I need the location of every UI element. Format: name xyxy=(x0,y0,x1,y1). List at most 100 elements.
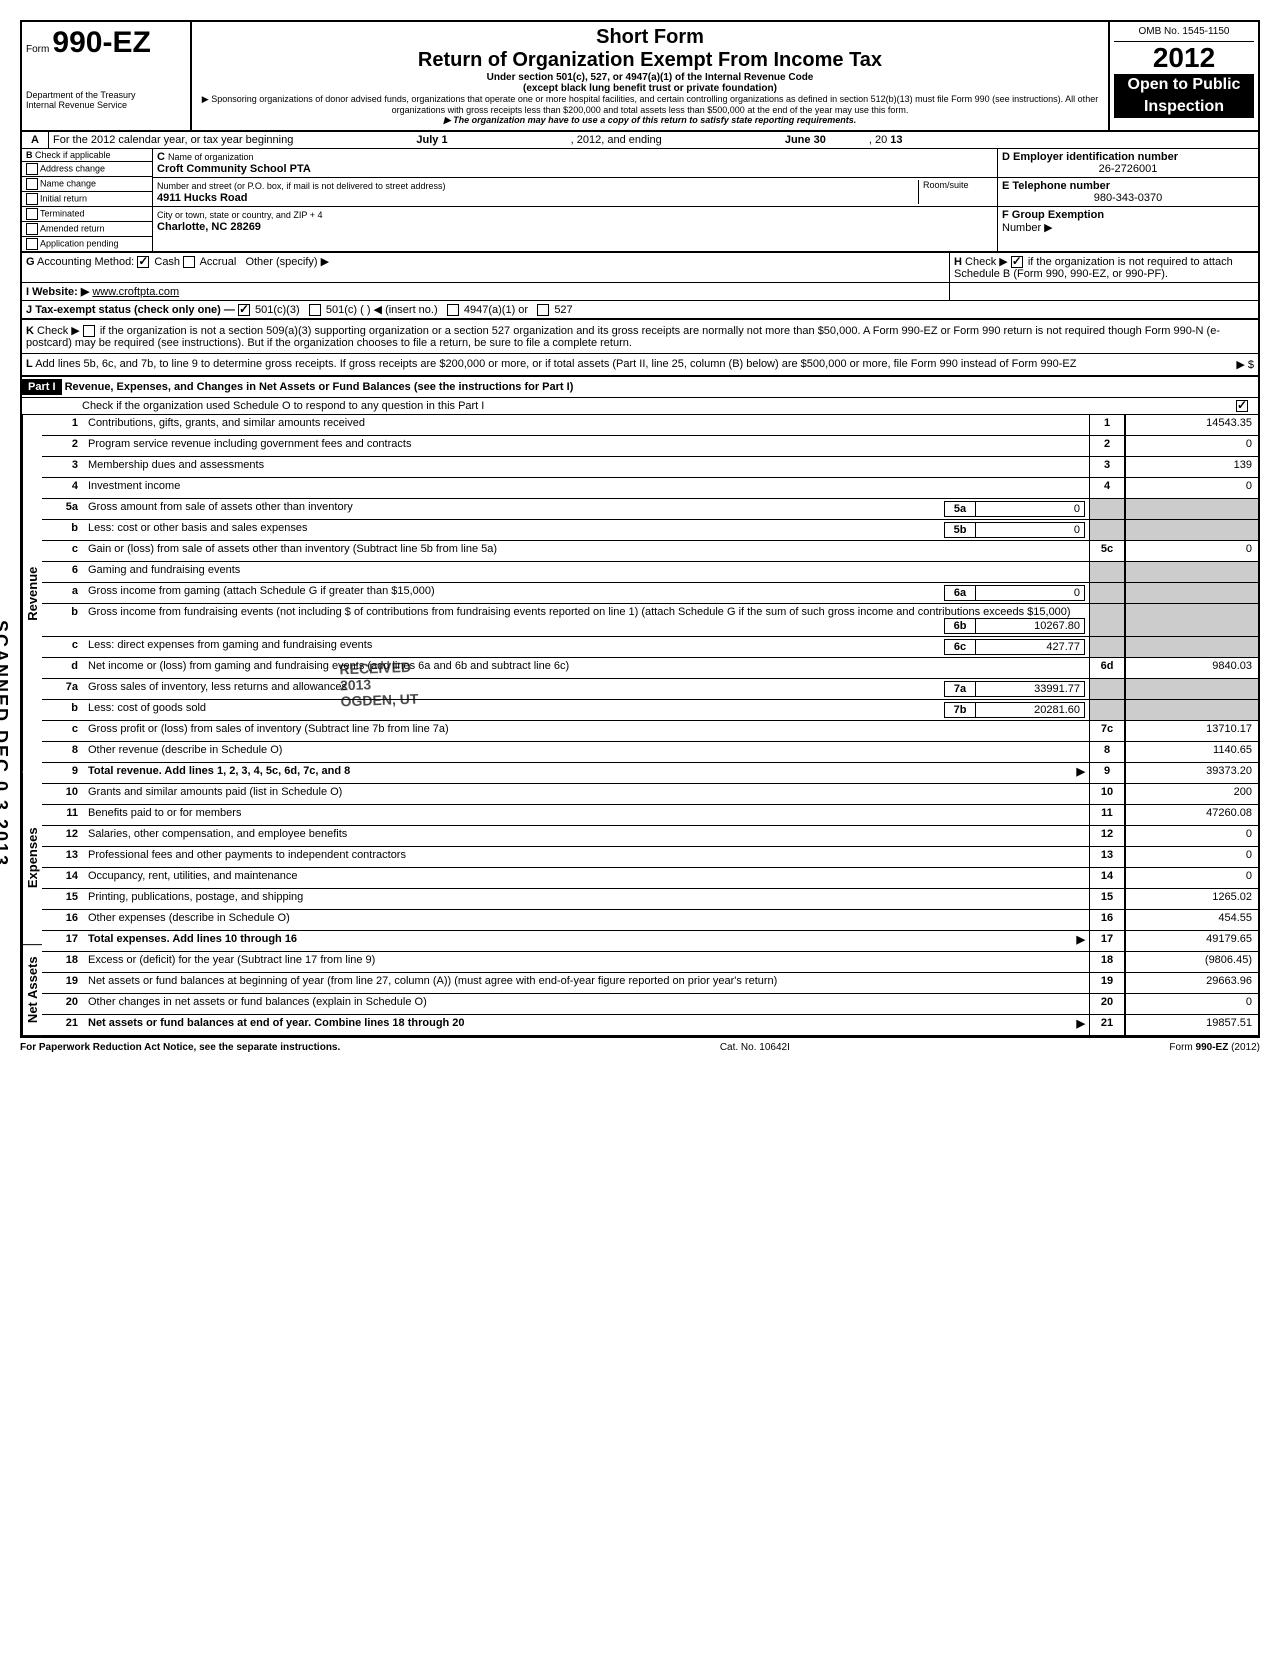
line-desc: Professional fees and other payments to … xyxy=(84,847,1089,867)
line-val xyxy=(1125,562,1258,582)
line-box-num xyxy=(1089,700,1125,720)
line-desc: Total revenue. Add lines 1, 2, 3, 4, 5c,… xyxy=(84,763,1089,783)
line-box-num xyxy=(1089,562,1125,582)
line-13: 13Professional fees and other payments t… xyxy=(42,847,1258,868)
f-number: Number ▶ xyxy=(1002,222,1053,234)
a-end-prefix: , 20 xyxy=(869,134,887,146)
inner-box: 6b10267.80 xyxy=(944,618,1085,634)
j-text: Tax-exempt status (check only one) — xyxy=(35,304,235,316)
line-c: cGain or (loss) from sale of assets othe… xyxy=(42,541,1258,562)
line-desc: Gaming and fundraising events xyxy=(84,562,1089,582)
line-12: 12Salaries, other compensation, and empl… xyxy=(42,826,1258,847)
check-schedule-o[interactable] xyxy=(1236,400,1248,412)
line-2: 2Program service revenue including gover… xyxy=(42,436,1258,457)
check-initial[interactable]: Initial return xyxy=(22,192,152,207)
line-val: 0 xyxy=(1125,826,1258,846)
line-num: c xyxy=(42,637,84,657)
subtitle1: Under section 501(c), 527, or 4947(a)(1)… xyxy=(196,72,1104,83)
line-20: 20Other changes in net assets or fund ba… xyxy=(42,994,1258,1015)
form-label: Form xyxy=(26,44,49,55)
part1-check-text: Check if the organization used Schedule … xyxy=(82,400,484,412)
line-val xyxy=(1125,499,1258,519)
open-public: Open to Public xyxy=(1114,74,1254,96)
line-21: 21Net assets or fund balances at end of … xyxy=(42,1015,1258,1036)
label-f: F Group Exemption xyxy=(1002,209,1104,221)
inner-box: 5a0 xyxy=(944,501,1085,517)
line-desc: Total expenses. Add lines 10 through 16 … xyxy=(84,931,1089,951)
line-num: 18 xyxy=(42,952,84,972)
label-j: J xyxy=(26,304,32,316)
line-num: c xyxy=(42,721,84,741)
footer: For Paperwork Reduction Act Notice, see … xyxy=(20,1038,1260,1057)
line-box-num xyxy=(1089,499,1125,519)
check-amended[interactable]: Amended return xyxy=(22,222,152,237)
check-h[interactable] xyxy=(1011,256,1023,268)
check-cash[interactable] xyxy=(137,256,149,268)
i-text: Website: ▶ xyxy=(32,286,89,298)
c-street-label: Number and street (or P.O. box, if mail … xyxy=(157,181,445,191)
a-mid: , 2012, and ending xyxy=(571,134,662,146)
check-address[interactable]: Address change xyxy=(22,162,152,177)
check-terminated[interactable]: Terminated xyxy=(22,207,152,222)
line-15: 15Printing, publications, postage, and s… xyxy=(42,889,1258,910)
l-text: Add lines 5b, 6c, and 7b, to line 9 to d… xyxy=(35,358,1076,370)
info-block: B Check if applicable Address change Nam… xyxy=(22,149,1258,253)
check-accrual[interactable] xyxy=(183,256,195,268)
line-desc: Net income or (loss) from gaming and fun… xyxy=(84,658,1089,678)
j-opt4: 527 xyxy=(554,304,572,316)
right-info: D Employer identification number26-27260… xyxy=(998,149,1258,251)
check-name[interactable]: Name change xyxy=(22,177,152,192)
line-val: (9806.45) xyxy=(1125,952,1258,972)
copy-text: ▶ The organization may have to use a cop… xyxy=(196,115,1104,126)
a-end-month: June 30 xyxy=(785,134,826,146)
line-num: 16 xyxy=(42,910,84,930)
line-10: 10Grants and similar amounts paid (list … xyxy=(42,784,1258,805)
check-pending[interactable]: Application pending xyxy=(22,237,152,251)
g-text: Accounting Method: xyxy=(37,256,134,268)
b-text: Check if applicable xyxy=(35,150,111,160)
line-num: b xyxy=(42,604,84,636)
scanned-stamp: SCANNED DEC 0 3 2013 xyxy=(0,620,11,867)
line-desc: Other expenses (describe in Schedule O) xyxy=(84,910,1089,930)
line-desc: Gross amount from sale of assets other t… xyxy=(84,499,1089,519)
footer-right: Form 990-EZ (2012) xyxy=(1169,1042,1260,1053)
line-val: 200 xyxy=(1125,784,1258,804)
line-val: 47260.08 xyxy=(1125,805,1258,825)
form-header: Form 990-EZ Department of the Treasury I… xyxy=(22,22,1258,132)
line-c: cLess: direct expenses from gaming and f… xyxy=(42,637,1258,658)
check-527[interactable] xyxy=(537,304,549,316)
line-num: 19 xyxy=(42,973,84,993)
line-box-num: 11 xyxy=(1089,805,1125,825)
a-text: For the 2012 calendar year, or tax year … xyxy=(53,134,293,146)
phone: 980-343-0370 xyxy=(1002,192,1254,204)
check-501c3[interactable] xyxy=(238,304,250,316)
check-501c[interactable] xyxy=(309,304,321,316)
l-arrow: ▶ $ xyxy=(1236,358,1254,371)
line-desc: Gain or (loss) from sale of assets other… xyxy=(84,541,1089,561)
line-desc: Salaries, other compensation, and employ… xyxy=(84,826,1089,846)
line-box-num: 5c xyxy=(1089,541,1125,561)
g-other: Other (specify) ▶ xyxy=(245,256,329,268)
line-desc: Gross profit or (loss) from sales of inv… xyxy=(84,721,1089,741)
part1-check-row: Check if the organization used Schedule … xyxy=(22,398,1258,415)
line-val xyxy=(1125,520,1258,540)
revenue-label: Revenue xyxy=(22,415,42,772)
label-e: E Telephone number xyxy=(1002,180,1110,192)
line-desc: Grants and similar amounts paid (list in… xyxy=(84,784,1089,804)
line-desc: Program service revenue including govern… xyxy=(84,436,1089,456)
check-k[interactable] xyxy=(83,325,95,337)
line-16: 16Other expenses (describe in Schedule O… xyxy=(42,910,1258,931)
line-num: 20 xyxy=(42,994,84,1014)
line-box-num: 10 xyxy=(1089,784,1125,804)
check-4947[interactable] xyxy=(447,304,459,316)
line-box-num: 2 xyxy=(1089,436,1125,456)
footer-left: For Paperwork Reduction Act Notice, see … xyxy=(20,1042,340,1053)
form-number-cell: Form 990-EZ Department of the Treasury I… xyxy=(22,22,192,130)
line-num: 9 xyxy=(42,763,84,783)
j-opt1: 501(c)(3) xyxy=(255,304,300,316)
line-num: 21 xyxy=(42,1015,84,1035)
line-val: 1140.65 xyxy=(1125,742,1258,762)
g-accrual: Accrual xyxy=(200,256,237,268)
line-c: cGross profit or (loss) from sales of in… xyxy=(42,721,1258,742)
inspection: Inspection xyxy=(1114,96,1254,118)
